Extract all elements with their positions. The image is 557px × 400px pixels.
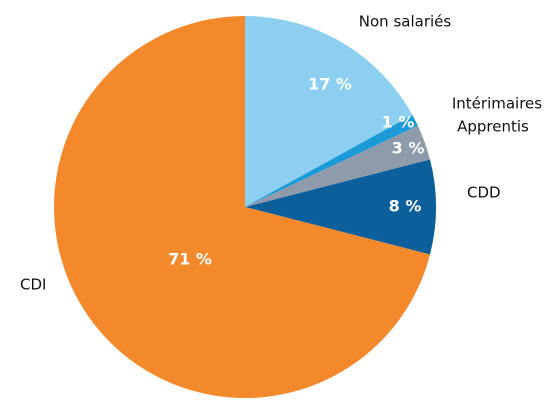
category-label: Non salariés (359, 13, 452, 31)
value-label: 8 % (389, 197, 422, 216)
category-label: Intérimaires (452, 95, 542, 113)
category-label: Apprentis (457, 118, 529, 136)
pie-slice (54, 16, 430, 398)
category-label: CDI (20, 276, 46, 294)
value-label: 3 % (392, 139, 425, 158)
value-label: 1 % (382, 113, 415, 132)
category-label: CDD (467, 184, 501, 202)
value-label: 17 % (308, 75, 352, 94)
pie-slice (245, 125, 430, 207)
value-label: 71 % (168, 250, 212, 269)
pie-slice (245, 114, 418, 207)
pie-slice (245, 159, 437, 255)
pie-slice (245, 16, 413, 207)
